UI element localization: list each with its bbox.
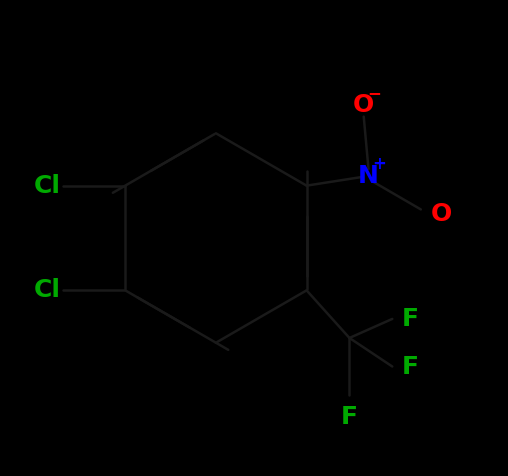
- Text: −: −: [367, 84, 381, 102]
- Text: O: O: [353, 93, 374, 117]
- Text: Cl: Cl: [34, 278, 61, 302]
- Text: +: +: [372, 155, 386, 173]
- Text: F: F: [402, 307, 419, 331]
- Text: F: F: [402, 355, 419, 378]
- Text: F: F: [341, 405, 358, 428]
- Text: O: O: [430, 202, 452, 226]
- Text: Cl: Cl: [34, 174, 61, 198]
- Text: N: N: [358, 164, 379, 188]
